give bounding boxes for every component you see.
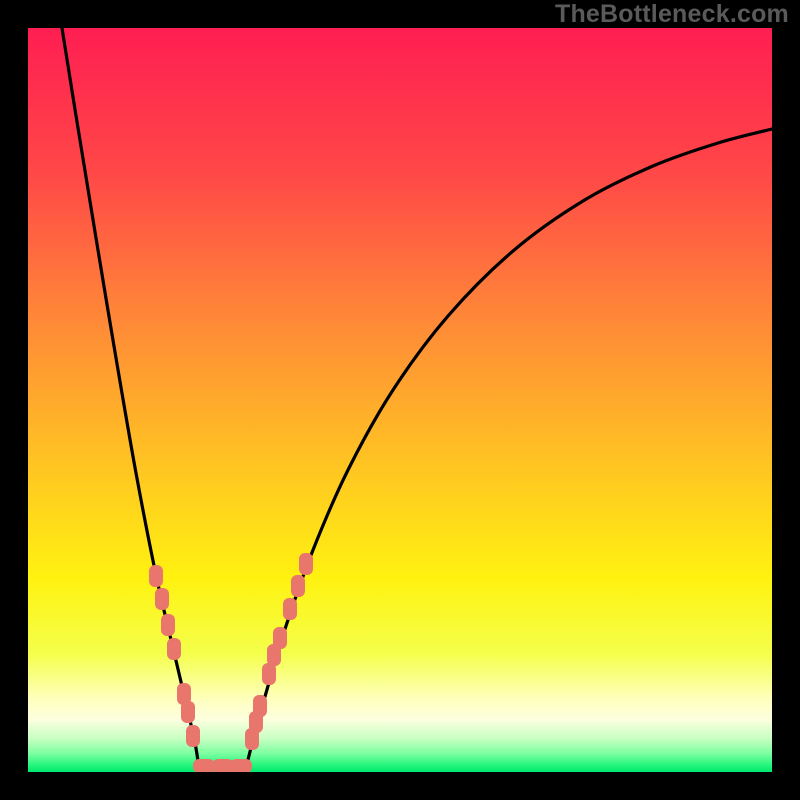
data-marker: [291, 575, 305, 597]
data-marker: [167, 638, 181, 660]
data-marker: [262, 663, 276, 685]
data-marker: [186, 725, 200, 747]
gradient-background: [28, 28, 772, 772]
data-marker: [230, 759, 252, 772]
data-marker: [181, 701, 195, 723]
chart-stage: TheBottleneck.com: [0, 0, 800, 800]
data-marker: [283, 598, 297, 620]
watermark-text: TheBottleneck.com: [555, 0, 789, 29]
data-marker: [253, 695, 267, 717]
data-marker: [161, 614, 175, 636]
data-marker: [273, 627, 287, 649]
data-marker: [299, 553, 313, 575]
plot-svg: [28, 28, 772, 772]
data-marker: [155, 588, 169, 610]
plot-area: [28, 28, 772, 772]
data-marker: [149, 565, 163, 587]
data-marker: [193, 759, 215, 772]
